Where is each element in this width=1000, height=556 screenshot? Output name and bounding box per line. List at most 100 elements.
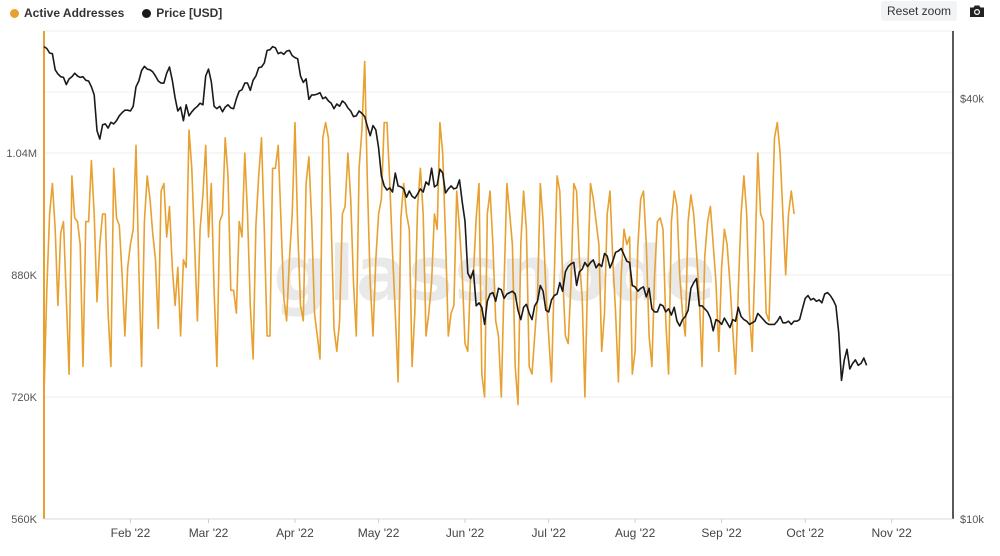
data-point bbox=[487, 213, 488, 214]
data-point bbox=[782, 213, 783, 214]
data-point bbox=[367, 126, 368, 127]
legend-item-price[interactable]: Price [USD] bbox=[142, 6, 222, 20]
data-point bbox=[94, 213, 95, 214]
data-point bbox=[113, 123, 114, 124]
data-point bbox=[693, 282, 694, 283]
data-point bbox=[785, 322, 786, 323]
data-point bbox=[515, 293, 516, 294]
data-point bbox=[559, 191, 560, 192]
data-point bbox=[540, 183, 541, 184]
data-point bbox=[222, 213, 223, 214]
data-point bbox=[615, 313, 616, 314]
x-tick-label: Sep '22 bbox=[701, 526, 742, 540]
data-point bbox=[420, 188, 421, 189]
data-point bbox=[384, 122, 385, 123]
x-tick-label: Apr '22 bbox=[276, 526, 314, 540]
data-point bbox=[63, 77, 64, 78]
data-point bbox=[565, 271, 566, 272]
data-point bbox=[618, 250, 619, 251]
x-tick-label: Jul '22 bbox=[532, 526, 567, 540]
data-point bbox=[459, 179, 460, 180]
data-point bbox=[85, 80, 86, 81]
data-point bbox=[127, 110, 128, 111]
data-point bbox=[406, 197, 407, 198]
data-point bbox=[763, 221, 764, 222]
data-point bbox=[534, 305, 535, 306]
data-point bbox=[119, 225, 120, 226]
legend-item-active-addresses[interactable]: Active Addresses bbox=[10, 6, 124, 20]
data-point bbox=[445, 236, 446, 237]
data-point bbox=[297, 229, 298, 230]
data-point bbox=[590, 183, 591, 184]
data-point bbox=[735, 374, 736, 375]
data-point bbox=[191, 111, 192, 112]
data-point bbox=[300, 75, 301, 76]
x-tick-label: Oct '22 bbox=[786, 526, 824, 540]
data-point bbox=[99, 244, 100, 245]
data-point bbox=[188, 130, 189, 131]
data-point bbox=[412, 366, 413, 367]
data-point bbox=[108, 128, 109, 129]
data-point bbox=[163, 183, 164, 184]
data-point bbox=[367, 183, 368, 184]
camera-icon[interactable] bbox=[964, 2, 990, 20]
data-point bbox=[724, 318, 725, 319]
data-point bbox=[601, 266, 602, 267]
data-point bbox=[849, 368, 850, 369]
data-point bbox=[91, 86, 92, 87]
data-point bbox=[175, 97, 176, 98]
data-point bbox=[322, 98, 323, 99]
data-point bbox=[258, 67, 259, 68]
data-point bbox=[233, 290, 234, 291]
data-point bbox=[169, 206, 170, 207]
data-point bbox=[214, 106, 215, 107]
data-point bbox=[807, 295, 808, 296]
data-point bbox=[713, 330, 714, 331]
data-point bbox=[308, 99, 309, 100]
data-point bbox=[741, 316, 742, 317]
data-point bbox=[654, 311, 655, 312]
data-point bbox=[333, 108, 334, 109]
data-point bbox=[735, 321, 736, 322]
data-point bbox=[57, 73, 58, 74]
data-point bbox=[77, 75, 78, 76]
data-point bbox=[400, 186, 401, 187]
data-point bbox=[671, 221, 672, 222]
data-point bbox=[395, 313, 396, 314]
data-point bbox=[110, 122, 111, 123]
reset-zoom-button[interactable]: Reset zoom bbox=[881, 1, 957, 21]
data-point bbox=[306, 183, 307, 184]
data-point bbox=[398, 185, 399, 186]
data-point bbox=[774, 324, 775, 325]
data-point bbox=[241, 89, 242, 90]
data-point bbox=[738, 290, 739, 291]
data-point bbox=[141, 366, 142, 367]
data-point bbox=[289, 50, 290, 51]
data-point bbox=[679, 274, 680, 275]
x-tick-label: Jun '22 bbox=[446, 526, 485, 540]
data-point bbox=[88, 80, 89, 81]
chart-legend: Active Addresses Price [USD] bbox=[10, 4, 222, 22]
data-point bbox=[604, 313, 605, 314]
data-point bbox=[63, 221, 64, 222]
data-point bbox=[492, 244, 493, 245]
data-point bbox=[704, 308, 705, 309]
data-point bbox=[183, 120, 184, 121]
data-point bbox=[292, 213, 293, 214]
data-point bbox=[255, 75, 256, 76]
data-point bbox=[331, 103, 332, 104]
data-point bbox=[548, 311, 549, 312]
data-point bbox=[743, 175, 744, 176]
data-point bbox=[80, 244, 81, 245]
data-point bbox=[250, 305, 251, 306]
data-point bbox=[99, 139, 100, 140]
data-point bbox=[149, 69, 150, 70]
data-point bbox=[336, 351, 337, 352]
data-point bbox=[785, 274, 786, 275]
data-point bbox=[554, 274, 555, 275]
data-point bbox=[403, 188, 404, 189]
data-point bbox=[225, 107, 226, 108]
data-point bbox=[791, 324, 792, 325]
data-point bbox=[707, 311, 708, 312]
data-point bbox=[372, 125, 373, 126]
